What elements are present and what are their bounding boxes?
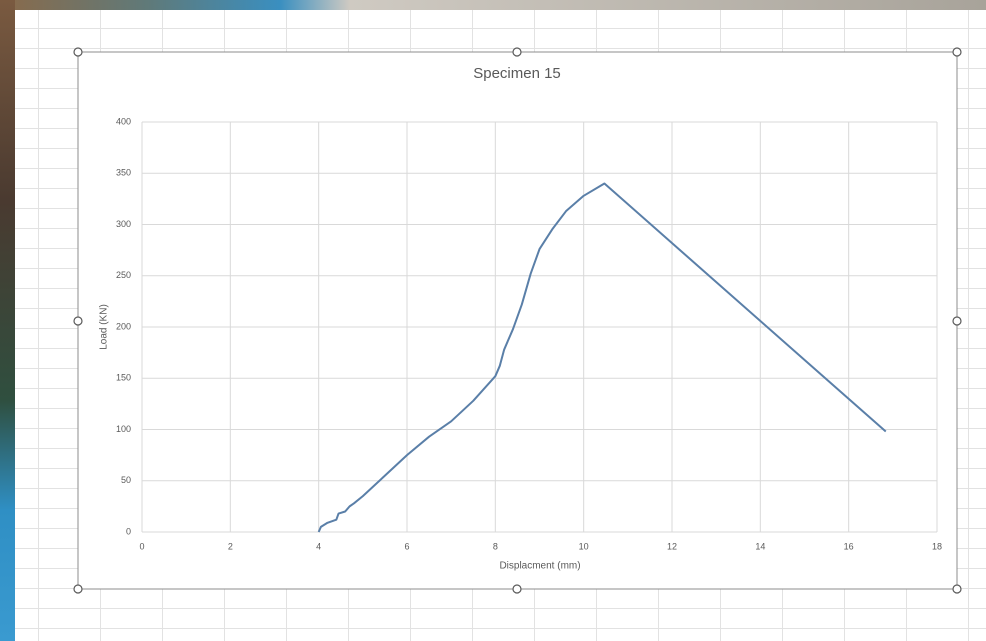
chart: Specimen 15 Displacment (mm) Load (KN) 0… xyxy=(0,0,986,641)
x-tick-label: 0 xyxy=(139,541,144,551)
x-tick-label: 10 xyxy=(579,541,589,551)
y-tick-label: 0 xyxy=(126,526,131,536)
y-tick-label: 50 xyxy=(121,475,131,485)
chart-title: Specimen 15 xyxy=(473,65,561,82)
x-tick-label: 14 xyxy=(755,541,765,551)
y-tick-label: 400 xyxy=(116,116,131,126)
page: {"chart_data": {"type": "line", "title":… xyxy=(0,0,986,641)
handle[interactable] xyxy=(953,317,961,325)
chart-frame[interactable] xyxy=(78,52,957,589)
y-tick-label: 100 xyxy=(116,424,131,434)
y-tick-label: 250 xyxy=(116,270,131,280)
x-tick-label: 6 xyxy=(404,541,409,551)
y-tick-label: 150 xyxy=(116,373,131,383)
y-tick-label: 350 xyxy=(116,168,131,178)
handle[interactable] xyxy=(953,585,961,593)
y-axis-label: Load (KN) xyxy=(99,304,110,350)
handle[interactable] xyxy=(74,317,82,325)
x-tick-label: 18 xyxy=(932,541,942,551)
handle[interactable] xyxy=(74,48,82,56)
handle[interactable] xyxy=(953,48,961,56)
x-tick-label: 16 xyxy=(844,541,854,551)
y-tick-label: 300 xyxy=(116,219,131,229)
handle[interactable] xyxy=(513,585,521,593)
x-tick-label: 12 xyxy=(667,541,677,551)
x-tick-label: 2 xyxy=(228,541,233,551)
x-tick-label: 8 xyxy=(493,541,498,551)
handle[interactable] xyxy=(74,585,82,593)
y-tick-label: 200 xyxy=(116,321,131,331)
x-axis-label: Displacment (mm) xyxy=(499,561,580,572)
handle[interactable] xyxy=(513,48,521,56)
x-tick-label: 4 xyxy=(316,541,321,551)
